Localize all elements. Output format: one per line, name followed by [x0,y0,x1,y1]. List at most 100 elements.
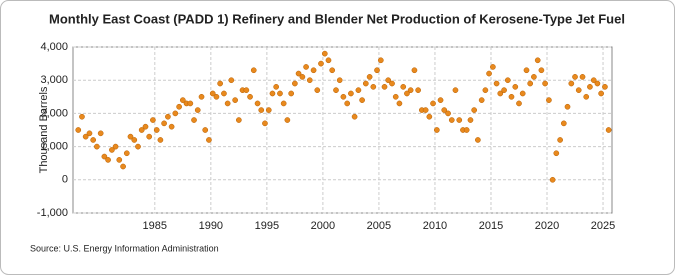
point [370,83,377,90]
point [546,97,552,103]
point [497,90,504,97]
point [602,83,608,90]
point [161,120,167,127]
y-tick-label: -1,000 [37,207,68,219]
point [105,157,111,163]
point [598,90,604,97]
point [490,64,496,70]
point [504,77,511,84]
point [549,176,556,183]
point [564,103,571,110]
point [150,117,156,123]
point [194,107,201,113]
point [131,137,138,143]
point [605,127,612,133]
source: Source: U.S. Energy Information Administ… [30,243,219,253]
point [355,87,362,94]
y-tick-label: 3,000 [40,74,68,86]
point [579,74,586,80]
plot-area [72,46,613,214]
point [314,87,321,94]
point [333,87,339,94]
point [94,143,100,150]
chart-title: Monthly East Coast (PADD 1) Refinery and… [49,11,625,26]
point [560,120,567,127]
point [135,143,141,150]
y-tick-label: 0 [62,174,68,186]
point [568,80,575,87]
y-tick-label: 1,000 [40,141,68,153]
point [101,153,108,160]
point [377,57,384,64]
point [471,107,478,113]
x-tick-label: 2025 [591,220,615,232]
point [381,83,388,90]
point [463,127,470,133]
point [493,80,500,87]
point [321,50,328,57]
point [587,83,593,90]
point [434,127,440,133]
point [422,107,429,113]
point [165,113,171,120]
point [127,133,134,140]
point [527,80,534,87]
point [516,100,522,107]
point [486,70,492,77]
x-tick-label: 2005 [367,220,391,232]
point [415,87,421,94]
x-tick-label: 1990 [199,220,223,232]
point [168,123,175,130]
point [557,137,563,143]
point [209,90,216,97]
point [90,137,97,143]
point [172,110,179,117]
point [292,80,298,87]
x-tick-label: 1985 [143,220,167,232]
point [531,74,537,80]
point [120,163,126,170]
point [288,90,295,97]
point [534,57,541,64]
y-tick-label: 2,000 [40,107,68,119]
point [138,127,145,133]
point [501,87,507,94]
x-tick-label: 1995 [255,220,279,232]
y-axis-label: Thousand Barrels [38,86,50,173]
point [187,100,194,107]
point [75,127,82,133]
point [295,70,302,77]
point [82,133,89,140]
point [441,107,448,113]
x-tick-label: 2000 [311,220,335,232]
point [344,100,351,107]
point [318,60,324,67]
point [553,150,560,157]
x-tick-label: 2010 [423,220,447,232]
point [572,74,578,80]
point [198,93,205,100]
point [538,67,545,74]
point [351,113,358,120]
point [116,157,123,163]
point [445,110,451,117]
point [243,87,250,94]
point [153,127,160,133]
point [336,77,343,84]
point [213,93,220,100]
point [250,67,257,74]
point [273,83,280,90]
point [542,80,548,87]
point [221,90,227,97]
point [235,117,242,123]
point [400,83,407,90]
point [112,143,119,150]
point [590,77,597,84]
x-tick-label: 2015 [479,220,503,232]
point [217,80,223,87]
point [482,87,489,94]
point [157,137,164,143]
point [109,147,115,153]
